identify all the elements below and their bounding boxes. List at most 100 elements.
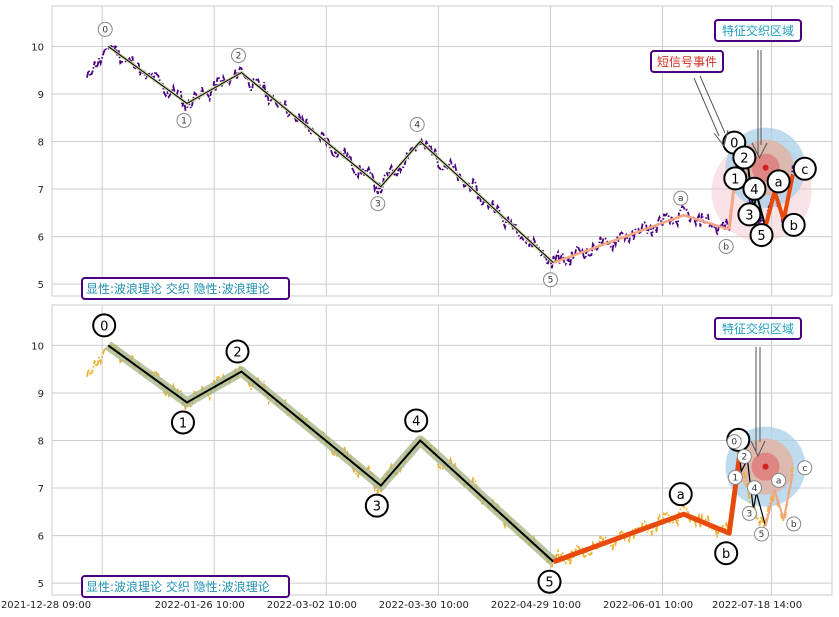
wave-label-circle — [537, 569, 562, 594]
wave-label-circle — [225, 339, 250, 364]
major-wave-label-0: 0 — [97, 21, 113, 37]
short-signal-label: 短信号事件 — [657, 55, 717, 69]
bottom-y-ticks: 5 6 7 8 9 10 — [31, 341, 44, 590]
wave-label-circle — [737, 202, 762, 227]
wave-label-circle — [742, 176, 767, 201]
wave-label-circle — [749, 223, 774, 248]
wave-label-text: a — [678, 194, 684, 204]
y-tick-label: 9 — [38, 90, 44, 101]
correction-wave-label-a: a — [673, 190, 689, 206]
major-wave-label-2: 2 — [230, 48, 246, 64]
short-wave-label-a: a — [771, 472, 787, 488]
wave-label-text: 4 — [412, 414, 420, 429]
wave-label-text: 1 — [181, 116, 187, 126]
top-plot-area — [51, 5, 833, 297]
feature-zone-label: 特征交织区域 — [722, 23, 794, 38]
short-wave-label-a: a — [766, 169, 791, 194]
wave-label-circle — [736, 449, 752, 465]
wave-label-circle — [746, 480, 762, 496]
wave-label-circle — [732, 145, 757, 170]
feature-zone-label: 特征交织区域 — [722, 321, 794, 336]
short-signal-annotation: 短信号事件 — [650, 50, 729, 148]
wave-label-circle — [170, 410, 195, 435]
short-wave-label-5: 5 — [754, 526, 770, 542]
wave-label-text: 4 — [750, 183, 758, 198]
y-tick-label: 7 — [38, 185, 44, 196]
wave-label-text: 5 — [548, 276, 554, 286]
wave-label-text: a — [776, 476, 782, 486]
wave-label-circle — [404, 408, 429, 433]
short-wave-label-c: c — [797, 460, 813, 476]
y-tick-label: 10 — [31, 341, 44, 352]
short-wave-label-2: 2 — [732, 145, 757, 170]
major-wave-line — [107, 344, 555, 563]
wave-label-circle — [723, 166, 748, 191]
correction-wave-label-b: b — [714, 541, 739, 566]
correction-wave-line — [552, 442, 744, 565]
wave-label-circle — [542, 272, 558, 288]
x-axis-ticks: 2021-12-28 09:00 2022-01-26 10:00 2022-03-… — [1, 600, 802, 611]
wave-labels: 012345abc012345abc — [92, 313, 813, 594]
top-info-box: 显性:波浪理论 交织 隐性:波浪理论 — [81, 277, 290, 300]
x-tick-label: 2022-03-30 10:00 — [379, 600, 469, 611]
zone-center — [762, 164, 769, 171]
major-wave-label-5: 5 — [542, 272, 558, 288]
wave-label-circle — [792, 156, 817, 181]
wave-label-text: a — [677, 488, 685, 503]
major-wave-label-4: 4 — [409, 116, 425, 132]
wave-label-text: b — [722, 547, 730, 562]
wave-label-circle — [673, 190, 689, 206]
wave-label-circle — [714, 541, 739, 566]
wave-label-circle — [364, 493, 389, 518]
x-tick-label: 2022-01-26 10:00 — [155, 600, 245, 611]
short-wave-label-c: c — [792, 156, 817, 181]
x-tick-label: 2022-07-18 14:00 — [712, 600, 802, 611]
wave-label-text: b — [791, 520, 797, 530]
wave-label-text: 2 — [740, 152, 748, 167]
major-wave-line — [107, 46, 554, 264]
y-tick-label: 8 — [38, 436, 44, 447]
y-tick-label: 5 — [38, 579, 44, 590]
short-wave-label-1: 1 — [723, 166, 748, 191]
major-wave-label-0: 0 — [92, 313, 117, 338]
short-wave-label-4: 4 — [742, 176, 767, 201]
y-tick-label: 6 — [38, 532, 44, 543]
correction-wave-label-b: b — [718, 238, 734, 254]
wave-label-text: 3 — [747, 509, 753, 519]
short-wave-label-b: b — [786, 516, 802, 532]
bottom-grid — [52, 305, 832, 595]
x-tick-label: 2022-06-01 10:00 — [603, 600, 693, 611]
wave-label-text: 4 — [414, 120, 420, 130]
wave-label-circle — [409, 116, 425, 132]
wave-label-text: a — [775, 175, 783, 190]
wave-label-circle — [786, 516, 802, 532]
correction-wave-line — [553, 213, 730, 264]
wave-label-circle — [754, 526, 770, 542]
wave-label-circle — [727, 469, 743, 485]
major-wave-label-4: 4 — [404, 408, 429, 433]
x-tick-label: 2022-03-02 10:00 — [267, 600, 357, 611]
wave-label-circle — [771, 472, 787, 488]
short-wave-label-1: 1 — [727, 469, 743, 485]
wave-label-text: 0 — [731, 438, 737, 448]
major-wave-label-3: 3 — [370, 196, 386, 212]
wave-label-text: 1 — [731, 172, 739, 187]
y-tick-label: 10 — [31, 42, 44, 53]
short-wave-correction — [764, 473, 794, 527]
major-wave-label-3: 3 — [364, 493, 389, 518]
wave-label-circle — [370, 196, 386, 212]
wave-label-circle — [92, 313, 117, 338]
bottom-info-text: 显性:波浪理论 交织 隐性:波浪理论 — [86, 579, 270, 594]
wave-label-text: 5 — [545, 576, 553, 591]
short-wave-correction — [763, 174, 795, 228]
price-line — [86, 342, 794, 568]
short-wave-label-0: 0 — [726, 434, 742, 450]
wave-label-text: 3 — [745, 208, 753, 223]
major-wave — [105, 341, 557, 566]
short-wave-label-5: 5 — [749, 223, 774, 248]
y-tick-label: 6 — [38, 233, 44, 244]
